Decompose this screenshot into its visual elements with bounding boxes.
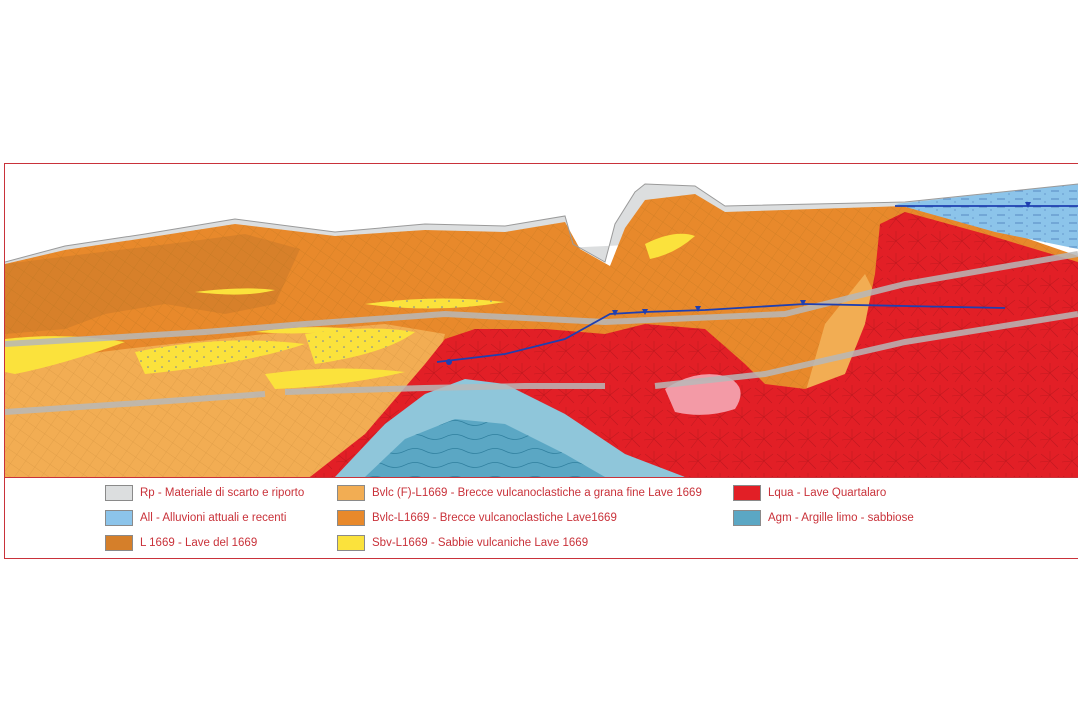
legend-item-all: All - Alluvioni attuali e recenti — [105, 508, 286, 528]
swatch-bvlc — [337, 510, 365, 526]
legend-item-bvlc: Bvlc-L1669 - Brecce vulcanoclastiche Lav… — [337, 508, 617, 528]
swatch-rp — [105, 485, 133, 501]
legend-label-bvlcf: Bvlc (F)-L1669 - Brecce vulcanoclastiche… — [372, 487, 702, 499]
swatch-agm — [733, 510, 761, 526]
swatch-lqua — [733, 485, 761, 501]
unit-sbv — [5, 233, 695, 389]
grey-bands — [5, 251, 1078, 415]
figure-frame — [4, 163, 1078, 559]
legend-label-l1669: L 1669 - Lave del 1669 — [140, 537, 258, 549]
legend-item-l1669: L 1669 - Lave del 1669 — [105, 533, 257, 553]
swatch-l1669 — [105, 535, 133, 551]
surface-line — [5, 183, 1078, 263]
legend-item-bvlcf: Bvlc (F)-L1669 - Brecce vulcanoclastiche… — [337, 483, 702, 503]
legend: Rp - Materiale di scarto e riporto All -… — [5, 477, 1078, 559]
legend-label-lqua: Lqua - Lave Quartalaro — [768, 487, 887, 499]
swatch-all — [105, 510, 133, 526]
water-table-line — [436, 202, 1078, 365]
legend-item-sbv: Sbv-L1669 - Sabbie vulcaniche Lave 1669 — [337, 533, 588, 553]
legend-item-lqua: Lqua - Lave Quartalaro — [733, 483, 886, 503]
legend-label-agm: Agm - Argille limo - sabbiose — [768, 512, 914, 524]
legend-label-rp: Rp - Materiale di scarto e riporto — [140, 487, 305, 499]
geological-cross-section — [5, 183, 1078, 477]
legend-label-bvlc: Bvlc-L1669 - Brecce vulcanoclastiche Lav… — [372, 512, 617, 524]
legend-label-all: All - Alluvioni attuali e recenti — [140, 512, 287, 524]
legend-item-agm: Agm - Argille limo - sabbiose — [733, 508, 914, 528]
legend-item-rp: Rp - Materiale di scarto e riporto — [105, 483, 304, 503]
swatch-sbv — [337, 535, 365, 551]
legend-label-sbv: Sbv-L1669 - Sabbie vulcaniche Lave 1669 — [372, 537, 589, 549]
swatch-bvlcf — [337, 485, 365, 501]
